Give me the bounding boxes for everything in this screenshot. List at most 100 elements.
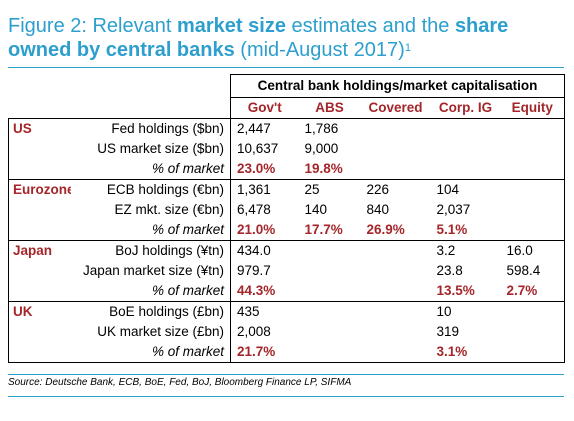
cell-corp-ig (430, 118, 501, 139)
cell-covered: 840 (366, 202, 390, 217)
region-cell (8, 220, 71, 241)
cell-gov-t: 2,008 (237, 324, 271, 339)
table-row: Japan market size (¥tn) 979.7 23.8 598.4 (8, 261, 565, 281)
cell-gov-t: 435 (230, 301, 299, 322)
cell-gov-t: 44.3% (230, 281, 299, 302)
cell-abs: 9,000 (304, 141, 339, 156)
region-cell (8, 200, 71, 220)
row-label: % of market (70, 159, 231, 180)
cell-gov-t: 2,447 (230, 118, 299, 139)
row-label: UK market size (£bn) (70, 322, 231, 342)
cell-corp-ig: 3.1% (430, 342, 501, 363)
cell-abs (298, 342, 361, 363)
cell-equity (500, 139, 565, 159)
cell-gov-t: 1,361 (230, 179, 299, 200)
cell-abs (298, 240, 361, 261)
cell-abs (299, 261, 361, 281)
region-cell (8, 139, 71, 159)
cell-corp-ig: 23.8 (436, 263, 463, 278)
cell-corp-ig: 5.1% (430, 220, 501, 241)
cell-abs: 25 (298, 179, 361, 200)
table-row: US Fed holdings ($bn) 2,447 1,786 (8, 118, 565, 139)
cell-covered (360, 240, 431, 261)
cell-equity (500, 200, 565, 220)
row-label: EZ mkt. size (€bn) (70, 200, 231, 220)
table-row: EZ mkt. size (€bn) 6,478 140 840 2,037 (8, 200, 565, 220)
cell-covered: 26.9% (360, 220, 431, 241)
row-label: % of market (70, 342, 231, 363)
cell-corp-ig (430, 159, 501, 180)
cell-equity: 2.7% (500, 281, 565, 302)
cell-corp-ig: 13.5% (430, 281, 501, 302)
region-cell (8, 159, 71, 180)
table-row: UK BoE holdings (£bn) 435 10 (8, 301, 565, 322)
cell-covered (361, 261, 431, 281)
column-header-equity: Equity (500, 97, 565, 119)
title-footnote-marker: 1 (404, 42, 411, 54)
cell-equity (500, 301, 565, 322)
row-label: % of market (70, 220, 231, 241)
source-divider-top (8, 374, 564, 375)
row-label: Japan market size (¥tn) (70, 261, 231, 281)
cell-abs (298, 281, 361, 302)
row-label: % of market (70, 281, 231, 302)
title-part-1: Figure 2: Relevant (8, 15, 177, 37)
table-row: % of market 23.0% 19.8% (8, 159, 565, 180)
source-divider-bottom (8, 396, 564, 397)
cell-equity (500, 159, 565, 180)
cell-covered (360, 301, 431, 322)
cell-equity: 16.0 (500, 240, 565, 261)
holdings-table: Central bank holdings/market capitalisat… (8, 74, 565, 363)
region-label-eurozone: Eurozone (8, 179, 71, 200)
table-row: Eurozone ECB holdings (€bn) 1,361 25 226 104 (8, 179, 565, 200)
figure-title: Figure 2: Relevant market size estimates… (8, 14, 568, 62)
column-header-abs: ABS (298, 97, 361, 119)
cell-equity (500, 322, 565, 342)
holdings-table-body: Central bank holdings/market capitalisat… (8, 74, 565, 363)
cell-equity (500, 118, 565, 139)
cell-equity (500, 342, 565, 363)
column-header-covered: Covered (360, 97, 431, 119)
cell-abs: 140 (304, 202, 328, 217)
column-header-row: Gov't ABS Covered Corp. IG Equity (9, 97, 565, 119)
holdings-table-container: Central bank holdings/market capitalisat… (8, 74, 565, 367)
table-row: UK market size (£bn) 2,008 319 (8, 322, 565, 342)
cell-abs: 1,786 (298, 118, 361, 139)
cell-covered (360, 281, 431, 302)
cell-gov-t: 10,637 (237, 141, 279, 156)
region-label-us: US (8, 118, 71, 139)
cell-covered (361, 139, 431, 159)
cell-covered (360, 342, 431, 363)
table-row: % of market 44.3% 13.5% 2.7% (8, 281, 565, 302)
cell-equity: 598.4 (500, 261, 565, 281)
cell-corp-ig: 3.2 (430, 240, 501, 261)
row-label: Fed holdings ($bn) (70, 118, 231, 139)
cell-gov-t: 979.7 (237, 263, 271, 278)
title-bold-1: market size (176, 15, 286, 37)
table-row: % of market 21.7% 3.1% (8, 342, 565, 363)
table-caption: Central bank holdings/market capitalisat… (230, 74, 565, 98)
region-cell (8, 281, 71, 302)
cell-abs (298, 301, 361, 322)
row-label: BoE holdings (£bn) (70, 301, 231, 322)
title-part-2: estimates and the (285, 15, 455, 37)
row-label: US market size ($bn) (70, 139, 231, 159)
cell-corp-ig: 319 (436, 324, 460, 339)
region-cell (8, 342, 71, 363)
column-header-govt: Gov't (230, 97, 299, 119)
cell-corp-ig (431, 139, 501, 159)
cell-equity (500, 220, 565, 241)
cell-gov-t: 21.7% (230, 342, 299, 363)
cell-abs: 19.8% (298, 159, 361, 180)
row-label: ECB holdings (€bn) (70, 179, 231, 200)
title-part-3: (mid-August 2017) (234, 39, 405, 61)
region-label-uk: UK (8, 301, 71, 322)
cell-abs (299, 322, 361, 342)
cell-gov-t: 21.0% (230, 220, 299, 241)
table-row: US market size ($bn) 10,637 9,000 (8, 139, 565, 159)
region-label-japan: Japan (8, 240, 71, 261)
title-divider (8, 67, 564, 68)
source-note: Source: Deutsche Bank, ECB, BoE, Fed, Bo… (8, 377, 352, 388)
cell-abs: 17.7% (298, 220, 361, 241)
table-row: Japan BoJ holdings (¥tn) 434.0 3.2 16.0 (8, 240, 565, 261)
